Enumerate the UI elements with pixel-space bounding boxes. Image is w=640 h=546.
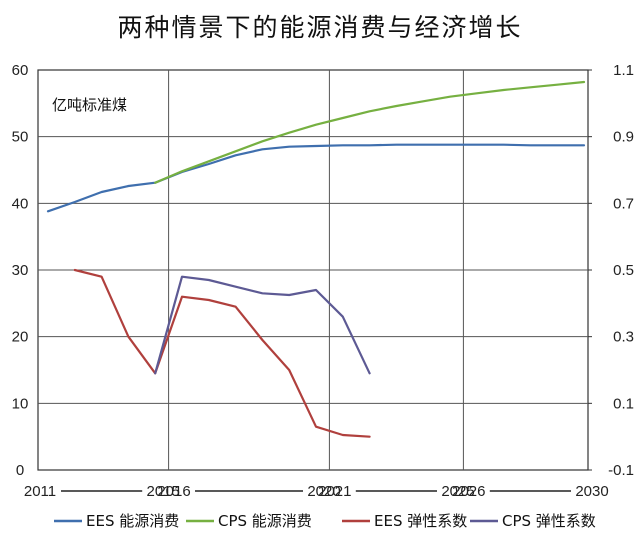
chart-title: 两种情景下的能源消费与经济增长	[117, 13, 523, 42]
left-tick-20: 20	[12, 329, 29, 346]
gridlines	[38, 70, 588, 470]
series-line-2	[73, 268, 371, 438]
x-tick-2020: 2020	[307, 483, 340, 500]
series-line-1	[154, 80, 586, 184]
x-tick-2016: 2016	[157, 483, 190, 500]
x-tick-2011: 2011	[24, 483, 56, 500]
right-tick-1.1: 1.1	[613, 62, 634, 79]
x-tick-2030: 2030	[575, 483, 608, 500]
legend-label-2: EES 弹性系数	[374, 512, 467, 530]
x-tick-2015: 2015	[147, 483, 180, 500]
right-tick-0.9: 0.9	[613, 129, 634, 146]
x-tick-2025: 2025	[441, 483, 474, 500]
right-tick--0.1: -0.1	[608, 462, 634, 479]
legend: EES 能源消费 CPS 能源消费 EES 弹性系数 CPS 弹性系数	[54, 512, 596, 530]
right-tick-0.1: 0.1	[613, 395, 634, 412]
x-tick-2021: 2021	[318, 483, 351, 500]
left-tick-10: 10	[12, 395, 29, 412]
legend-label-1: CPS 能源消费	[218, 512, 312, 530]
series-lines	[46, 80, 586, 438]
right-tick-0.7: 0.7	[613, 195, 634, 212]
left-tick-0: 0	[16, 462, 24, 479]
left-tick-40: 40	[12, 195, 29, 212]
x-tick-2026: 2026	[452, 483, 485, 500]
left-tick-50: 50	[12, 129, 29, 146]
unit-annotation: 亿吨标准煤	[52, 96, 127, 114]
right-tick-0.3: 0.3	[613, 329, 634, 346]
left-tick-60: 60	[12, 62, 29, 79]
legend-label-0: EES 能源消费	[86, 512, 179, 530]
right-axis-ticks: -0.1 0.1 0.3 0.5 0.7 0.9 1.1	[588, 62, 634, 479]
left-axis-ticks: 0 10 20 30 40 50 60	[12, 62, 29, 479]
left-tick-30: 30	[12, 262, 29, 279]
legend-label-3: CPS 弹性系数	[502, 512, 596, 530]
series-line-0	[46, 143, 586, 213]
right-tick-0.5: 0.5	[613, 262, 634, 279]
series-line-3	[154, 275, 371, 375]
